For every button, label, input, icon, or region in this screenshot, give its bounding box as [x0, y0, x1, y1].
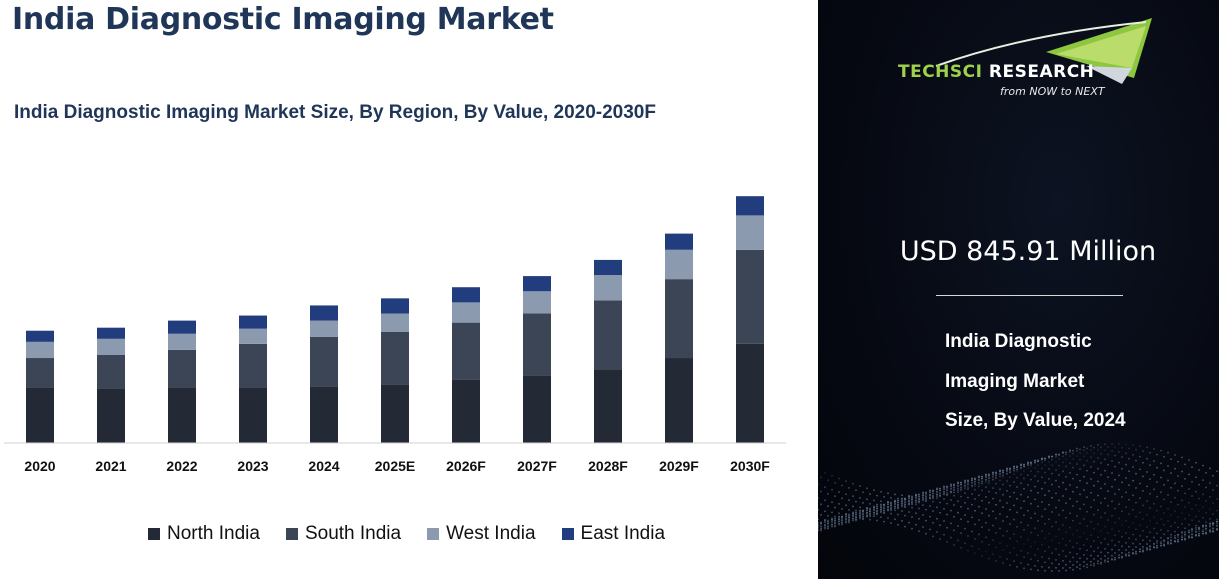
bar-segment-west-india-2030f [736, 215, 764, 250]
bar-segment-west-india-2028f [594, 275, 622, 301]
bar-segment-south-india-2024 [310, 336, 338, 387]
bar-segment-south-india-2026f [452, 322, 480, 380]
bar-segment-west-india-2021 [97, 338, 125, 355]
divider [936, 295, 1123, 296]
legend-label: West India [446, 523, 536, 544]
bar-segment-west-india-2022 [168, 333, 196, 350]
legend-swatch [427, 528, 440, 540]
value-description-line: Size, By Value, 2024 [945, 410, 1126, 431]
bar-segment-east-india-2027f [523, 276, 551, 292]
x-tick-label: 2022 [166, 458, 197, 474]
bar-segment-east-india-2030f [736, 196, 764, 216]
summary-panel: TECHSCI RESEARCH from NOW to NEXT USD 84… [818, 0, 1219, 579]
bar-segment-north-india-2022 [168, 387, 196, 443]
bar-segment-west-india-2025e [381, 313, 409, 332]
bar-segment-east-india-2026f [452, 287, 480, 303]
bar-segment-south-india-2020 [26, 358, 54, 388]
bar-segment-west-india-2024 [310, 320, 338, 337]
chart-title: India Diagnostic Imaging Market Size, By… [14, 102, 656, 123]
x-tick-label: 2026F [446, 458, 486, 474]
brand-tagline: from NOW to NEXT [1000, 85, 1105, 98]
bar-segment-south-india-2030f [736, 249, 764, 344]
stacked-bar-chart: 2020 2021 2022 2023 2024 2025E 2026F 2027F 2028F… [4, 196, 786, 474]
bar-segment-north-india-2024 [310, 386, 338, 443]
bars-layer [26, 196, 764, 443]
value-description: India Diagnostic Imaging Market Size, By… [945, 322, 1126, 441]
x-tick-label: 2025E [375, 458, 415, 474]
brand-name-techsci: TECHSCI [898, 62, 989, 82]
bar-segment-north-india-2030f [736, 343, 764, 443]
x-tick-labels: 2020 2021 2022 2023 2024 2025E 2026F 2027F 2028F… [24, 458, 770, 474]
bar-segment-south-india-2021 [97, 354, 125, 389]
techsci-logo: TECHSCI RESEARCH from NOW to NEXT [896, 14, 1156, 104]
bar-segment-south-india-2027f [523, 313, 551, 376]
bar-segment-west-india-2023 [239, 328, 267, 344]
bar-segment-south-india-2029f [665, 279, 693, 359]
x-tick-label: 2023 [237, 458, 268, 474]
bar-segment-north-india-2027f [523, 375, 551, 443]
bar-segment-west-india-2029f [665, 249, 693, 280]
legend-swatch [561, 528, 574, 540]
x-tick-label: 2020 [24, 458, 55, 474]
x-tick-label: 2030F [730, 458, 770, 474]
legend-label: South India [304, 523, 402, 544]
bar-segment-north-india-2023 [239, 387, 267, 443]
legend-label: North India [167, 523, 260, 544]
bar-segment-east-india-2024 [310, 305, 338, 321]
brand-name: TECHSCI RESEARCH [898, 62, 1094, 82]
bar-segment-east-india-2029f [665, 233, 693, 250]
bar-segment-north-india-2025e [381, 384, 409, 443]
legend-item: South India [285, 523, 402, 545]
x-tick-label: 2028F [588, 458, 628, 474]
brand-name-research: RESEARCH [988, 62, 1095, 82]
page-title: India Diagnostic Imaging Market [12, 2, 554, 37]
chart-panel: India Diagnostic Imaging Market India Di… [4, 2, 786, 545]
bar-segment-east-india-2025e [381, 298, 409, 314]
market-value: USD 845.91 Million [899, 236, 1157, 267]
legend-item: North India [148, 523, 260, 545]
x-tick-label: 2029F [659, 458, 699, 474]
legend-label: East India [580, 523, 666, 544]
chart-legend: North India South India West India East Ind… [148, 523, 665, 545]
bar-segment-north-india-2021 [97, 388, 125, 443]
value-description-line: India Diagnostic [945, 331, 1092, 352]
bar-segment-south-india-2022 [168, 349, 196, 388]
background-wave-decoration [818, 443, 1218, 572]
bar-segment-west-india-2026f [452, 302, 480, 323]
bar-segment-east-india-2020 [26, 330, 54, 342]
bar-segment-east-india-2023 [239, 315, 267, 329]
bar-segment-south-india-2028f [594, 300, 622, 370]
legend-item: West India [427, 523, 536, 545]
value-description-line: Imaging Market [945, 370, 1085, 392]
x-tick-label: 2021 [95, 458, 126, 474]
bar-segment-north-india-2029f [665, 358, 693, 443]
x-tick-label: 2027F [517, 458, 557, 474]
legend-swatch [285, 528, 298, 540]
bar-segment-east-india-2022 [168, 320, 196, 334]
bar-segment-south-india-2023 [239, 343, 267, 388]
bar-segment-north-india-2026f [452, 379, 480, 443]
legend-swatch [148, 528, 160, 540]
bar-segment-east-india-2028f [594, 259, 622, 276]
bar-segment-west-india-2027f [523, 291, 551, 314]
legend-item: East India [561, 523, 666, 545]
bar-segment-west-india-2020 [26, 341, 54, 359]
x-tick-label: 2024 [308, 458, 339, 474]
swoosh-logo-icon [935, 18, 1152, 84]
bar-segment-north-india-2020 [26, 387, 54, 443]
bar-segment-east-india-2021 [97, 327, 125, 339]
bar-segment-north-india-2028f [594, 369, 622, 443]
bar-segment-south-india-2025e [381, 331, 409, 385]
